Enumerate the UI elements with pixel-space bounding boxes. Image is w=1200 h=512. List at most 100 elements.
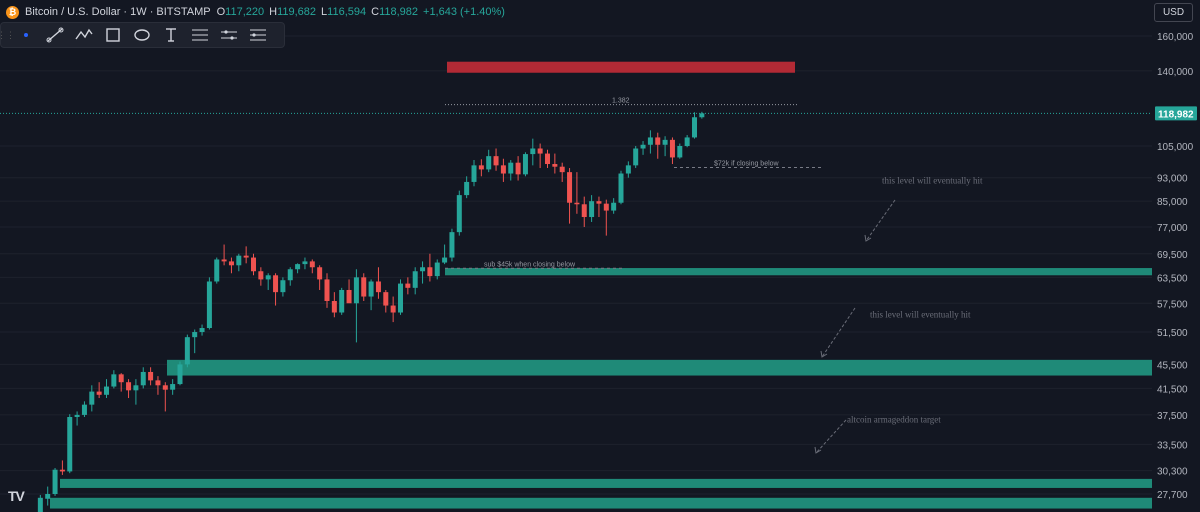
path-icon[interactable] [69, 24, 98, 46]
candle-body [206, 281, 212, 329]
trendline-icon[interactable] [40, 24, 69, 46]
high-label: H [269, 6, 278, 18]
candle-body [603, 203, 609, 211]
candle-body [126, 382, 132, 391]
candle-body [346, 289, 352, 304]
candle-body [104, 386, 109, 395]
candle-body [236, 255, 242, 266]
drag-handle-icon[interactable]: ⋮⋮ [0, 29, 15, 40]
price-tick-label: 33,500 [1157, 440, 1188, 451]
candle-body [456, 195, 462, 233]
fib-level-label: 1.382 [612, 98, 630, 105]
candle-body [361, 277, 367, 297]
candle-body [273, 275, 279, 293]
candle-body [677, 146, 683, 158]
ohlc-values: O117,220 H119,682 L116,594 C118,982 +1,6… [217, 6, 505, 18]
ellipse-icon[interactable] [127, 24, 156, 46]
candle-body [398, 283, 403, 313]
candle-body [155, 380, 161, 386]
candle-body [251, 257, 256, 272]
fib-icon[interactable] [185, 24, 214, 46]
candle-body [67, 416, 73, 472]
candle-body [420, 267, 426, 272]
candle-body [530, 148, 536, 155]
price-axis: 160,000 140,000 118,982 105,000 93,000 85,000… [1155, 32, 1197, 501]
candle-body [89, 391, 95, 405]
price-tick-label: 140,000 [1157, 67, 1194, 78]
annotation-arrow [815, 419, 847, 454]
change-value: +1,643 (+1.40%) [423, 6, 505, 18]
candle-body [647, 137, 653, 145]
candle-body [662, 139, 668, 145]
candle-body [655, 137, 661, 145]
candle-body [669, 139, 675, 158]
candle-body [390, 305, 396, 313]
candle-body [625, 165, 631, 174]
candle-body [405, 283, 411, 288]
candle-body [214, 259, 220, 282]
annotation-arrow-head [864, 234, 872, 242]
open-label: O [216, 6, 226, 18]
candle-body [339, 289, 345, 313]
text-tool-icon[interactable] [156, 24, 185, 46]
zone-rect [445, 268, 1152, 276]
candle-body [684, 137, 690, 147]
low-label: L [321, 6, 328, 18]
candle-body [280, 280, 286, 293]
candle-body [412, 271, 418, 288]
candle-body [324, 279, 330, 302]
candle-body [442, 257, 448, 263]
low-value: 116,594 [327, 6, 367, 18]
candle-body [699, 113, 705, 118]
alert-lines-icon[interactable] [243, 24, 272, 46]
candle-body [500, 165, 506, 174]
candle-body [302, 261, 308, 265]
candle-body [434, 262, 440, 277]
price-tick-label: 69,500 [1157, 250, 1188, 261]
candle-body [265, 275, 271, 280]
annotation-arrow-head [820, 350, 828, 358]
symbol-legend[interactable]: ₿ Bitcoin / U.S. Dollar · 1W · BITSTAMP … [6, 3, 505, 21]
annotation-text: sub $45k when closing below [484, 261, 576, 268]
bitcoin-logo-icon: ₿ [6, 5, 19, 19]
candle-body [287, 269, 293, 281]
candle-body [37, 497, 43, 512]
candle-body [515, 162, 521, 175]
candle-body [309, 261, 315, 268]
candle-body [258, 271, 264, 280]
annotation-text: $72k if closing below [714, 161, 780, 168]
symbol-title[interactable]: Bitcoin / U.S. Dollar · 1W · BITSTAMP [25, 6, 211, 18]
high-value: 119,682 [277, 6, 317, 18]
dot-icon[interactable] [11, 24, 40, 46]
close-label: C [371, 6, 380, 18]
price-tick-label: 160,000 [1157, 32, 1194, 43]
candle-body [118, 374, 124, 383]
candle-body [581, 204, 587, 218]
candle-body [184, 337, 190, 365]
annotation-text: this level will eventually hit [882, 175, 983, 185]
drawing-toolbar: ⋮⋮ [0, 22, 285, 48]
current-price-label: 118,982 [1158, 109, 1194, 120]
candle-body [192, 332, 198, 338]
candle-body [611, 202, 617, 211]
price-tick-label: 27,700 [1157, 490, 1188, 501]
rectangle-icon[interactable] [98, 24, 127, 46]
candle-body [449, 232, 455, 258]
annotation-arrow-head [814, 446, 822, 454]
candle-body [74, 414, 80, 417]
candle-body [317, 267, 323, 280]
candle-body [162, 385, 168, 390]
candle-body [537, 148, 543, 154]
price-tick-label: 30,300 [1157, 467, 1188, 478]
candle-body [464, 181, 470, 196]
currency-select[interactable]: USD [1154, 3, 1193, 22]
candle-body [633, 148, 639, 166]
zone-rect [167, 359, 1152, 376]
price-tick-label: 41,500 [1157, 384, 1188, 395]
candle-body [427, 267, 433, 277]
candle-body [559, 166, 565, 173]
candle-body [618, 173, 624, 203]
candle-body [295, 264, 301, 270]
ruler-icon[interactable] [214, 24, 243, 46]
